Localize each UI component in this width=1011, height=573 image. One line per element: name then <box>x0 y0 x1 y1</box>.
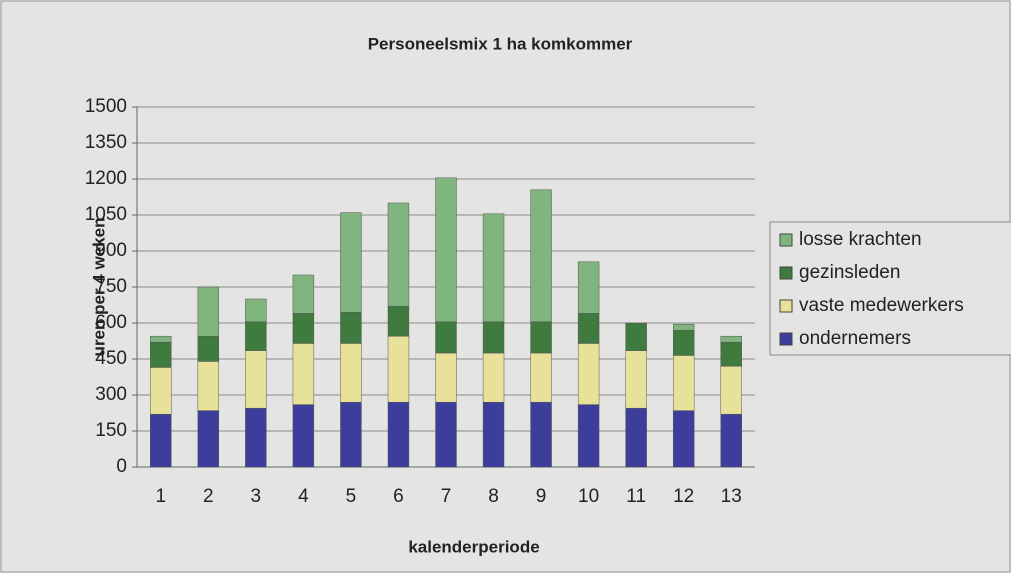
bar-segment <box>245 350 267 409</box>
bar-segment <box>387 305 410 337</box>
bar-segment <box>435 177 457 323</box>
x-tick-label: 4 <box>298 486 309 507</box>
bar-segment <box>530 401 552 468</box>
bar-segment <box>625 350 647 409</box>
y-tick-label: 150 <box>95 420 127 441</box>
bar-segment <box>577 313 600 344</box>
bar-segment <box>245 298 267 323</box>
x-tick-label: 5 <box>346 486 357 507</box>
bar-segment <box>292 313 315 344</box>
bar-segment <box>435 352 457 403</box>
bar-segment <box>530 189 552 323</box>
bar-segment <box>340 212 362 313</box>
legend-swatch <box>779 266 793 280</box>
bar-segment <box>720 341 742 367</box>
bar-segment <box>292 274 315 314</box>
bar-segment <box>672 355 695 411</box>
bar-segment <box>625 407 647 468</box>
legend-swatch <box>779 299 793 313</box>
x-axis-label: kalenderperiode <box>408 537 539 556</box>
x-tick-label: 10 <box>578 486 599 507</box>
legend-swatch <box>779 233 793 247</box>
bar-segment <box>197 410 220 468</box>
y-tick-label: 300 <box>95 384 127 405</box>
legend-label: ondernemers <box>799 328 911 349</box>
y-tick-label: 1350 <box>85 132 127 153</box>
bar-segment <box>482 352 505 403</box>
y-tick-label: 1050 <box>85 204 127 225</box>
y-tick-label: 1500 <box>85 96 127 117</box>
bar-segment <box>150 335 172 343</box>
x-tick-label: 1 <box>155 486 166 507</box>
bar-segment <box>292 404 315 468</box>
bar-segment <box>577 404 600 468</box>
bar-segment <box>530 321 552 354</box>
legend-box <box>769 221 1011 356</box>
bar-segment <box>245 407 267 468</box>
bar-segment <box>197 286 220 337</box>
x-tick-label: 6 <box>393 486 404 507</box>
y-tick-label: 0 <box>116 456 127 477</box>
x-tick-label: 9 <box>536 486 547 507</box>
legend-label: vaste medewerkers <box>799 295 964 316</box>
x-tick-label: 8 <box>488 486 499 507</box>
bar-segment <box>625 322 647 351</box>
bar-segment <box>482 213 505 323</box>
bar-segment <box>340 311 362 344</box>
y-axis-label: uren per 4 weken <box>89 218 108 357</box>
bar-segment <box>672 410 695 468</box>
x-tick-label: 7 <box>441 486 452 507</box>
x-tick-label: 3 <box>251 486 262 507</box>
x-tick-label: 12 <box>673 486 694 507</box>
x-tick-label: 11 <box>626 486 646 507</box>
bar-segment <box>720 413 742 468</box>
bar-segment <box>197 361 220 411</box>
bar-segment <box>577 343 600 405</box>
legend-label: losse krachten <box>799 229 922 250</box>
y-tick-label: 450 <box>95 348 127 369</box>
bar-segment <box>387 335 410 403</box>
legend-swatch <box>779 332 793 346</box>
chart-title: Personeelsmix 1 ha komkommer <box>368 34 633 53</box>
bar-segment <box>245 321 267 351</box>
bar-segment <box>482 401 505 468</box>
bar-segment <box>292 343 315 405</box>
bar-segment <box>150 367 172 415</box>
bar-segment <box>672 323 695 331</box>
bar-segment <box>435 401 457 468</box>
bar-segment <box>577 261 600 314</box>
bar-segment <box>387 401 410 468</box>
bar-segment <box>150 413 172 468</box>
bar-segment <box>150 341 172 368</box>
bar-segment <box>340 343 362 403</box>
bar-segment <box>340 401 362 468</box>
bar-segment <box>720 365 742 415</box>
y-tick-label: 1200 <box>85 168 127 189</box>
bar-segment <box>435 321 457 354</box>
x-tick-label: 13 <box>721 486 742 507</box>
y-tick-label: 900 <box>95 240 127 261</box>
bar-segment <box>197 335 220 362</box>
bar-segment <box>530 352 552 403</box>
y-tick-label: 750 <box>95 276 127 297</box>
bar-segment <box>672 329 695 356</box>
legend-label: gezinsleden <box>799 262 900 283</box>
bar-segment <box>482 321 505 354</box>
x-tick-label: 2 <box>203 486 214 507</box>
bar-segment <box>720 335 742 343</box>
y-tick-label: 600 <box>95 312 127 333</box>
bar-segment <box>387 202 410 307</box>
